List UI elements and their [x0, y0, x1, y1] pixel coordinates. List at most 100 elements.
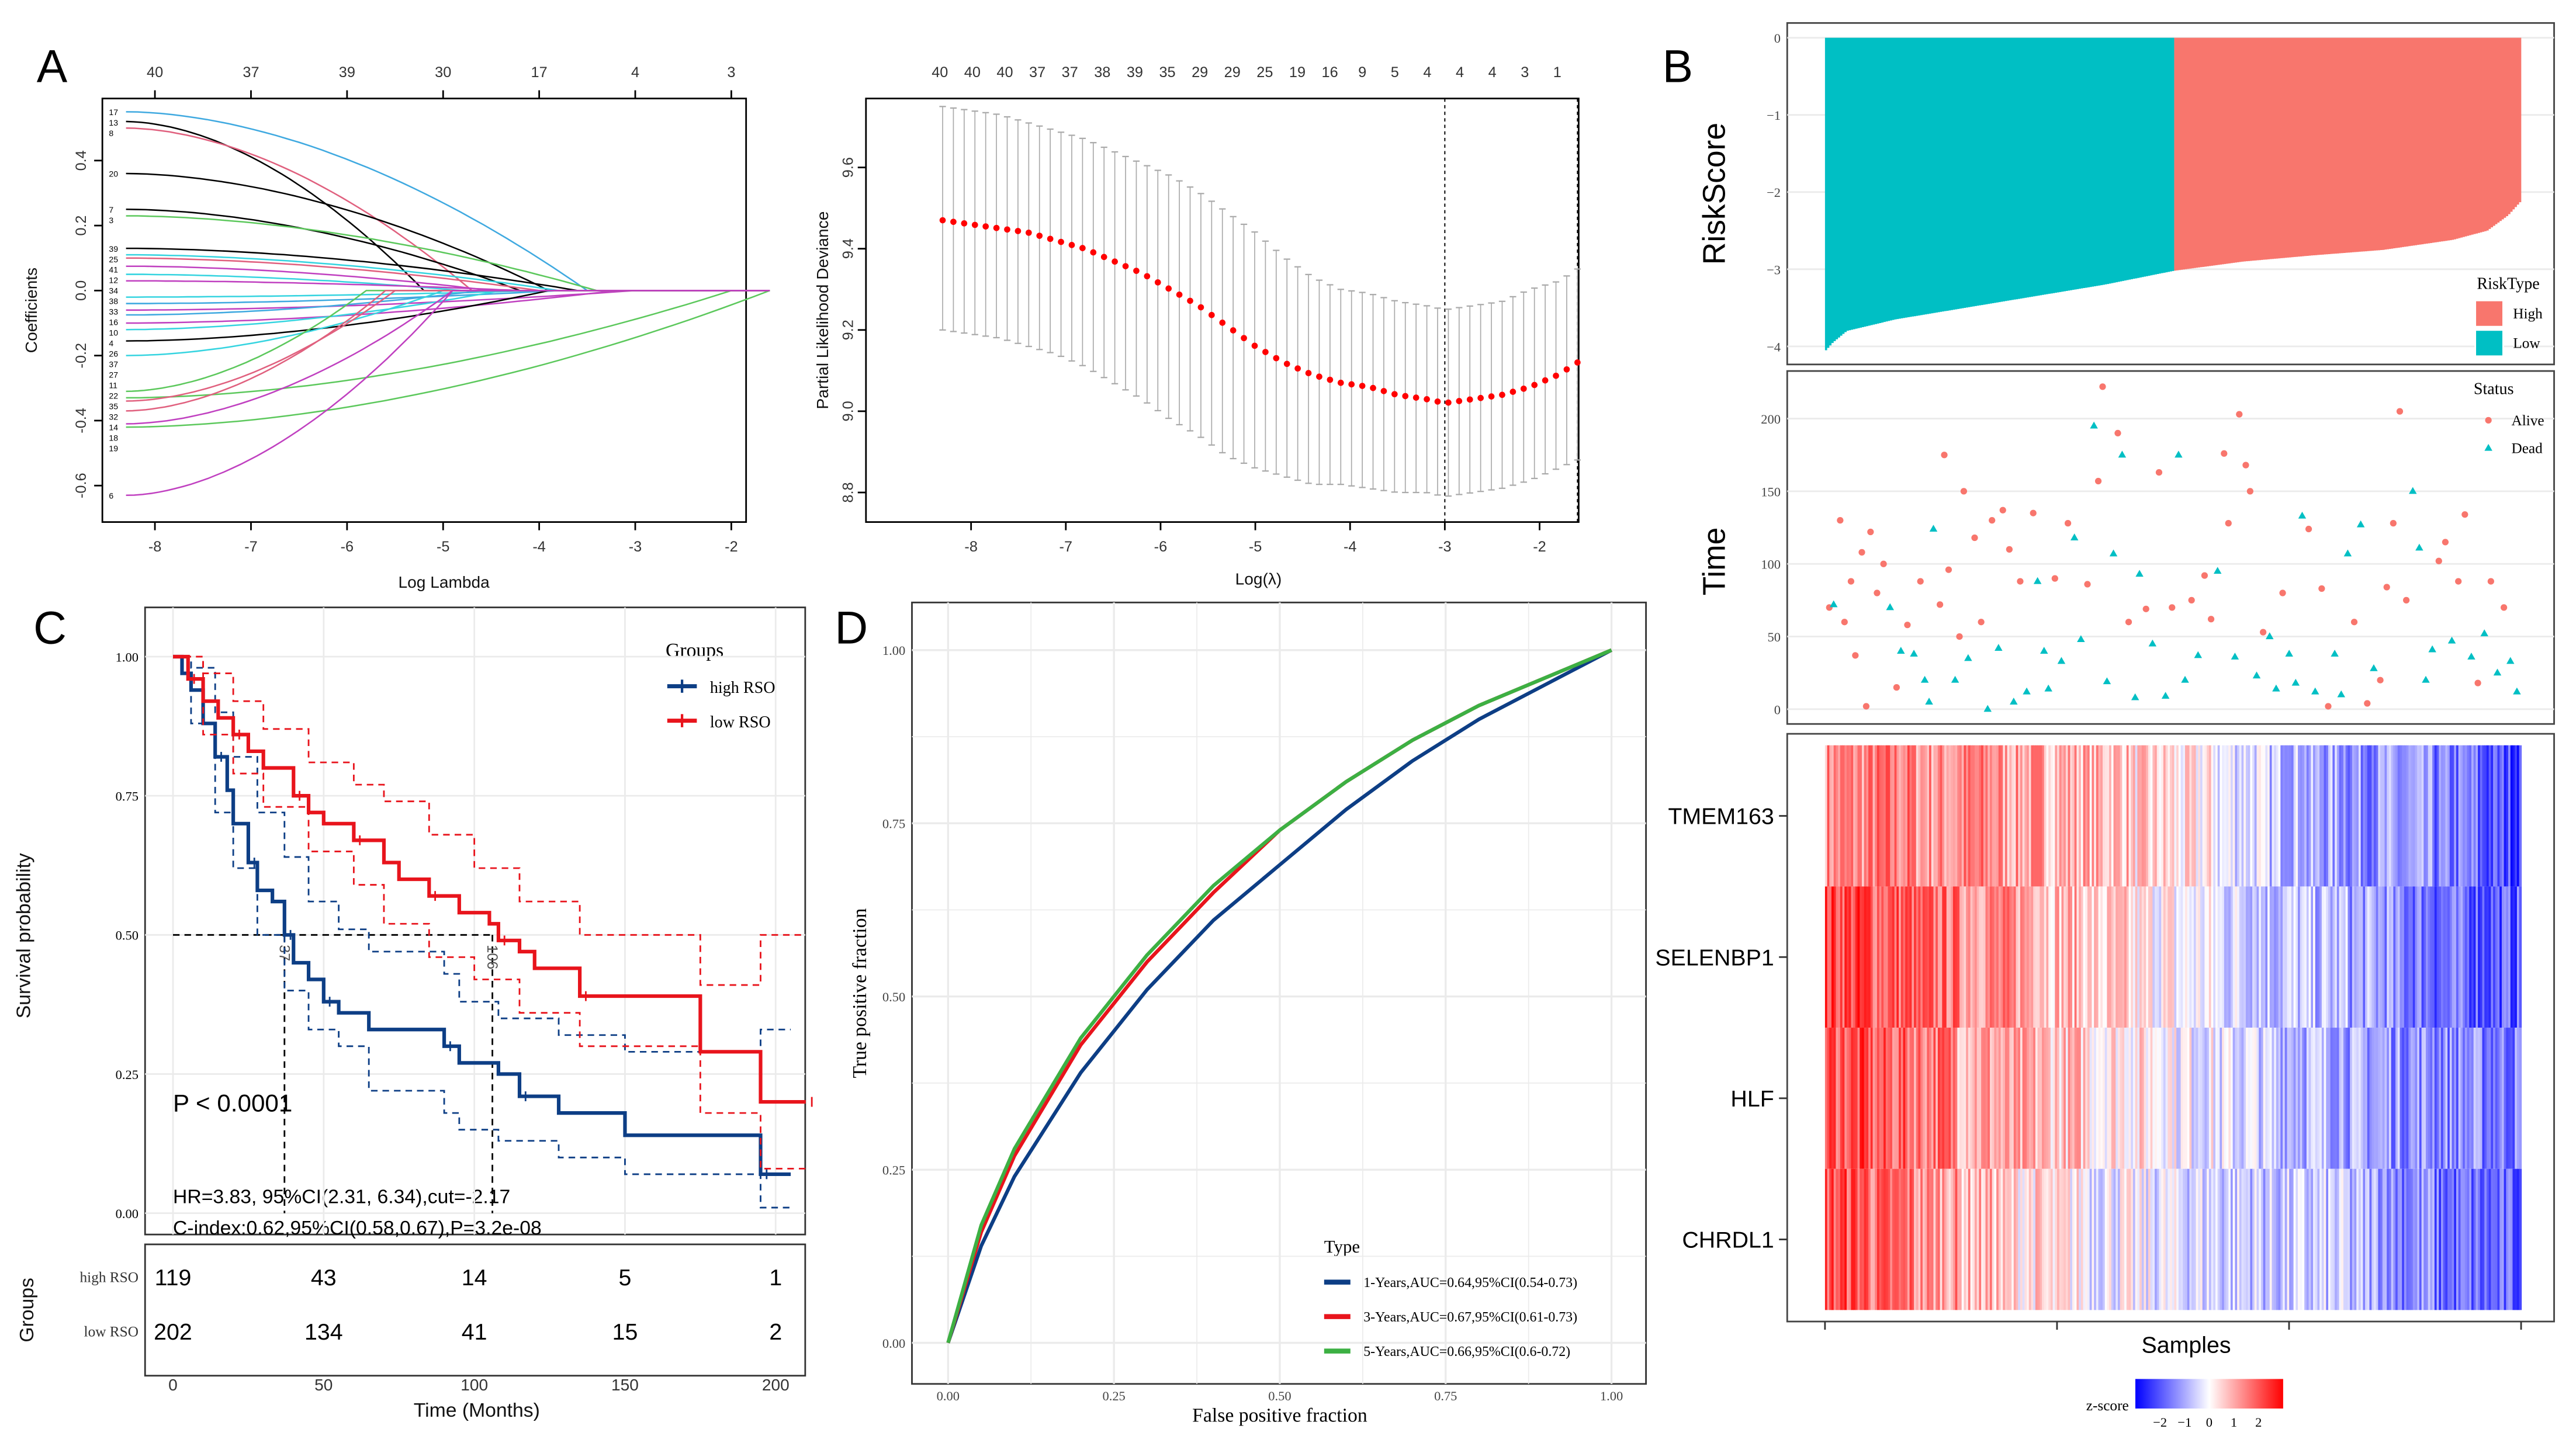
heatmap-cell [2011, 1168, 2014, 1310]
heatmap-cell [2260, 1028, 2264, 1169]
heatmap-cell [1989, 1168, 1993, 1310]
heatmap-cell [2000, 745, 2004, 887]
heatmap-cell [2516, 886, 2520, 1028]
heatmap-cell [2068, 745, 2071, 887]
heatmap-cell [2348, 886, 2350, 1028]
deviance-point [1402, 393, 1409, 400]
path-label: 8 [109, 129, 113, 138]
heatmap-cell [2092, 1028, 2094, 1169]
heatmap-cell [2295, 1028, 2298, 1169]
heatmap-cell [2469, 886, 2472, 1028]
heatmap-cell [1966, 886, 1969, 1028]
heatmap-cell [2059, 1168, 2062, 1310]
heatmap-cell [2102, 1028, 2106, 1169]
heatmap-cell [2449, 1168, 2453, 1310]
heatmap-cell [2016, 1028, 2019, 1169]
heatmap-cell [1979, 1028, 1982, 1169]
heatmap-cell [2436, 745, 2440, 887]
heatmap-cell [2380, 745, 2383, 887]
y-axis-label: Partial Likelihood Deviance [813, 211, 832, 410]
heatmap-cell [2027, 1028, 2030, 1169]
heatmap-cell [2315, 886, 2318, 1028]
colorbar-tick-label: 0 [2206, 1415, 2213, 1430]
heatmap-cell [2003, 745, 2006, 887]
deviance-point [939, 217, 946, 224]
heatmap-cell [1927, 1028, 1930, 1169]
heatmap-cell [2100, 1168, 2103, 1310]
heatmap-cell [2478, 1168, 2481, 1310]
deviance-point [1154, 279, 1161, 286]
heatmap-cell [1927, 1168, 1930, 1310]
heatmap-cell [2278, 1168, 2281, 1310]
heatmap-cell [2254, 1028, 2258, 1169]
heatmap-cell [1952, 745, 1956, 887]
heatmap-cell [2250, 886, 2253, 1028]
heatmap-cell [2484, 1168, 2487, 1310]
x-tick-label: 100 [461, 1376, 488, 1394]
heatmap-cell [2423, 1028, 2426, 1169]
deviance-plot: Log(λ) Partial Likelihood Deviance -8 -7-… [813, 64, 1581, 588]
heatmap-cell [2417, 1028, 2420, 1169]
heatmap-cell [2152, 1028, 2155, 1169]
heatmap-cell [2139, 886, 2142, 1028]
heatmap-cell [1948, 745, 1951, 887]
heatmap-cell [1829, 886, 1832, 1028]
heatmap-cell [2150, 745, 2153, 887]
heatmap-cell [1857, 886, 1861, 1028]
coefficient-path-32 [126, 290, 770, 402]
heatmap-cell [1870, 745, 1874, 887]
alive-point [2084, 581, 2091, 588]
heatmap-cell [2111, 745, 2114, 887]
heatmap-cell [1844, 745, 1847, 887]
heatmap-cell [1942, 886, 1945, 1028]
heatmap-cell [2335, 1028, 2338, 1169]
dead-point [2252, 671, 2261, 679]
heatmap-cell [1857, 1168, 1861, 1310]
heatmap-cell [2087, 745, 2090, 887]
heatmap-cell [2440, 1168, 2444, 1310]
alive-point [1858, 549, 1865, 556]
heatmap-cell [1946, 886, 1950, 1028]
heatmap-cell [2417, 886, 2420, 1028]
heatmap-cell [2330, 1028, 2333, 1169]
heatmap-cell [2313, 745, 2316, 887]
heatmap-cell [1870, 1028, 1874, 1169]
heatmap-cell [2488, 1028, 2492, 1169]
heatmap-cell [1970, 886, 1973, 1028]
deviance-point [1090, 249, 1097, 256]
heatmap-cell [2499, 1168, 2502, 1310]
heatmap-cell [2044, 1168, 2047, 1310]
heatmap-cell [2243, 886, 2246, 1028]
heatmap-cell [2298, 745, 2301, 887]
heatmap-cell [2074, 1168, 2078, 1310]
top-tick-label: 3 [727, 64, 735, 81]
heatmap-cell [2135, 1028, 2138, 1169]
heatmap-cell [2080, 1168, 2084, 1310]
heatmap-cell [2493, 1168, 2496, 1310]
heatmap-cell [2085, 886, 2088, 1028]
alive-point [2487, 578, 2494, 585]
deviance-point [1122, 263, 1129, 269]
p-value: P < 0.0001 [173, 1089, 292, 1116]
alive-point [2030, 509, 2037, 516]
heatmap-cell [2504, 745, 2507, 887]
heatmap-cell [2022, 1028, 2026, 1169]
heatmap-cell [2393, 886, 2396, 1028]
heatmap-cell [2482, 1168, 2485, 1310]
path-label: 10 [109, 328, 118, 338]
x-tick-label: 50 [314, 1376, 333, 1394]
heatmap-cell [1905, 1028, 1908, 1169]
heatmap-cell [1831, 1028, 1834, 1169]
heatmap-cell [1899, 1028, 1902, 1169]
heatmap-cell [2137, 1028, 2140, 1169]
heatmap-cell [2491, 1028, 2494, 1169]
heatmap-cell [1853, 745, 1856, 887]
dead-point [1964, 654, 1972, 661]
legend-label: 5-Years,AUC=0.66,95%CI(0.6-0.72) [1363, 1344, 1570, 1359]
heatmap-cell [2083, 886, 2086, 1028]
plot-frame [1786, 370, 2555, 725]
heatmap-cell [2267, 886, 2270, 1028]
dead-point [2408, 487, 2417, 494]
heatmap-cell [2094, 745, 2097, 887]
